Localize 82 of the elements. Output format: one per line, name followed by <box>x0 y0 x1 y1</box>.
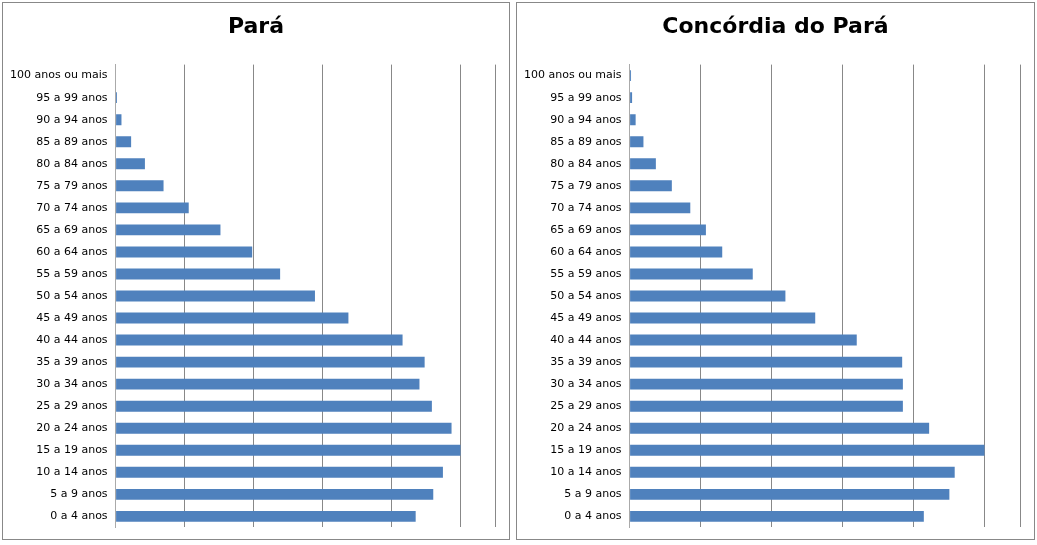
bar <box>630 466 955 478</box>
bar <box>116 290 315 302</box>
bar <box>630 334 857 346</box>
y-tick-label: 60 a 64 anos <box>550 244 622 258</box>
bar <box>116 114 122 126</box>
bar <box>630 202 691 214</box>
bar <box>116 334 403 346</box>
bar <box>630 400 903 412</box>
y-tick-label: 20 a 24 anos <box>550 421 622 435</box>
y-tick-label: 90 a 94 anos <box>36 112 108 126</box>
y-tick-label: 85 a 89 anos <box>550 134 622 148</box>
y-tick-label: 75 a 79 anos <box>36 178 108 192</box>
y-tick-label: 40 a 44 anos <box>550 332 622 346</box>
bar <box>116 180 164 192</box>
bar <box>116 378 420 390</box>
y-tick-label: 80 a 84 anos <box>36 156 108 170</box>
bar <box>630 444 985 456</box>
y-tick-label: 95 a 99 anos <box>36 90 108 104</box>
bar <box>116 444 461 456</box>
y-tick-label: 30 a 34 anos <box>36 377 108 391</box>
y-tick-label: 55 a 59 anos <box>36 266 108 280</box>
bar <box>116 202 189 214</box>
bar <box>630 158 656 170</box>
bar <box>116 136 132 148</box>
y-tick-label: 100 anos ou mais <box>523 68 622 82</box>
y-tick-label: 95 a 99 anos <box>550 90 622 104</box>
y-tick-label: 70 a 74 anos <box>36 200 108 214</box>
y-tick-label: 45 a 49 anos <box>36 310 108 324</box>
y-tick-label: 75 a 79 anos <box>550 178 622 192</box>
bar <box>630 312 816 324</box>
y-tick-label: 90 a 94 anos <box>550 112 622 126</box>
y-tick-label: 25 a 29 anos <box>550 399 622 413</box>
y-tick-label: 25 a 29 anos <box>36 399 108 413</box>
y-tick-label: 0 a 4 anos <box>50 509 108 523</box>
y-tick-label: 55 a 59 anos <box>550 266 622 280</box>
y-tick-label: 5 a 9 anos <box>564 487 622 501</box>
bar <box>116 312 349 324</box>
bar <box>116 158 145 170</box>
y-tick-label: 85 a 89 anos <box>36 134 108 148</box>
y-tick-label: 15 a 19 anos <box>550 443 622 457</box>
y-tick-label: 35 a 39 anos <box>550 354 622 368</box>
y-tick-label: 65 a 69 anos <box>36 222 108 236</box>
y-tick-label: 65 a 69 anos <box>550 222 622 236</box>
chart-title: Concórdia do Pará <box>661 13 890 38</box>
chart-title: Pará <box>226 13 286 38</box>
y-tick-label: 70 a 74 anos <box>550 200 622 214</box>
bar <box>630 114 636 126</box>
bar <box>630 422 930 434</box>
y-tick-label: 100 anos ou mais <box>9 68 108 82</box>
y-tick-label: 50 a 54 anos <box>36 288 108 302</box>
bar <box>116 356 425 368</box>
bar <box>630 180 672 192</box>
y-tick-label: 50 a 54 anos <box>550 288 622 302</box>
bar <box>630 290 786 302</box>
bar <box>630 268 753 280</box>
y-tick-label: 20 a 24 anos <box>36 421 108 435</box>
bar <box>116 268 281 280</box>
bar <box>116 422 452 434</box>
y-tick-label: 0 a 4 anos <box>564 509 622 523</box>
bar <box>630 378 903 390</box>
bar <box>116 510 416 522</box>
y-tick-label: 35 a 39 anos <box>36 354 108 368</box>
bar <box>630 224 706 236</box>
bar <box>630 510 924 522</box>
y-tick-label: 45 a 49 anos <box>550 310 622 324</box>
bar <box>116 488 434 500</box>
y-tick-label: 10 a 14 anos <box>550 465 622 479</box>
bar <box>630 488 950 500</box>
y-tick-label: 5 a 9 anos <box>50 487 108 501</box>
y-tick-label: 80 a 84 anos <box>550 156 622 170</box>
bar <box>116 224 221 236</box>
bar <box>630 356 903 368</box>
bar <box>630 136 644 148</box>
bar <box>116 466 443 478</box>
bar <box>630 246 723 258</box>
y-tick-label: 40 a 44 anos <box>36 332 108 346</box>
y-tick-label: 10 a 14 anos <box>36 465 108 479</box>
bar <box>116 400 432 412</box>
y-tick-label: 15 a 19 anos <box>36 443 108 457</box>
bar <box>116 246 253 258</box>
y-tick-label: 30 a 34 anos <box>550 377 622 391</box>
y-tick-label: 60 a 64 anos <box>36 244 108 258</box>
